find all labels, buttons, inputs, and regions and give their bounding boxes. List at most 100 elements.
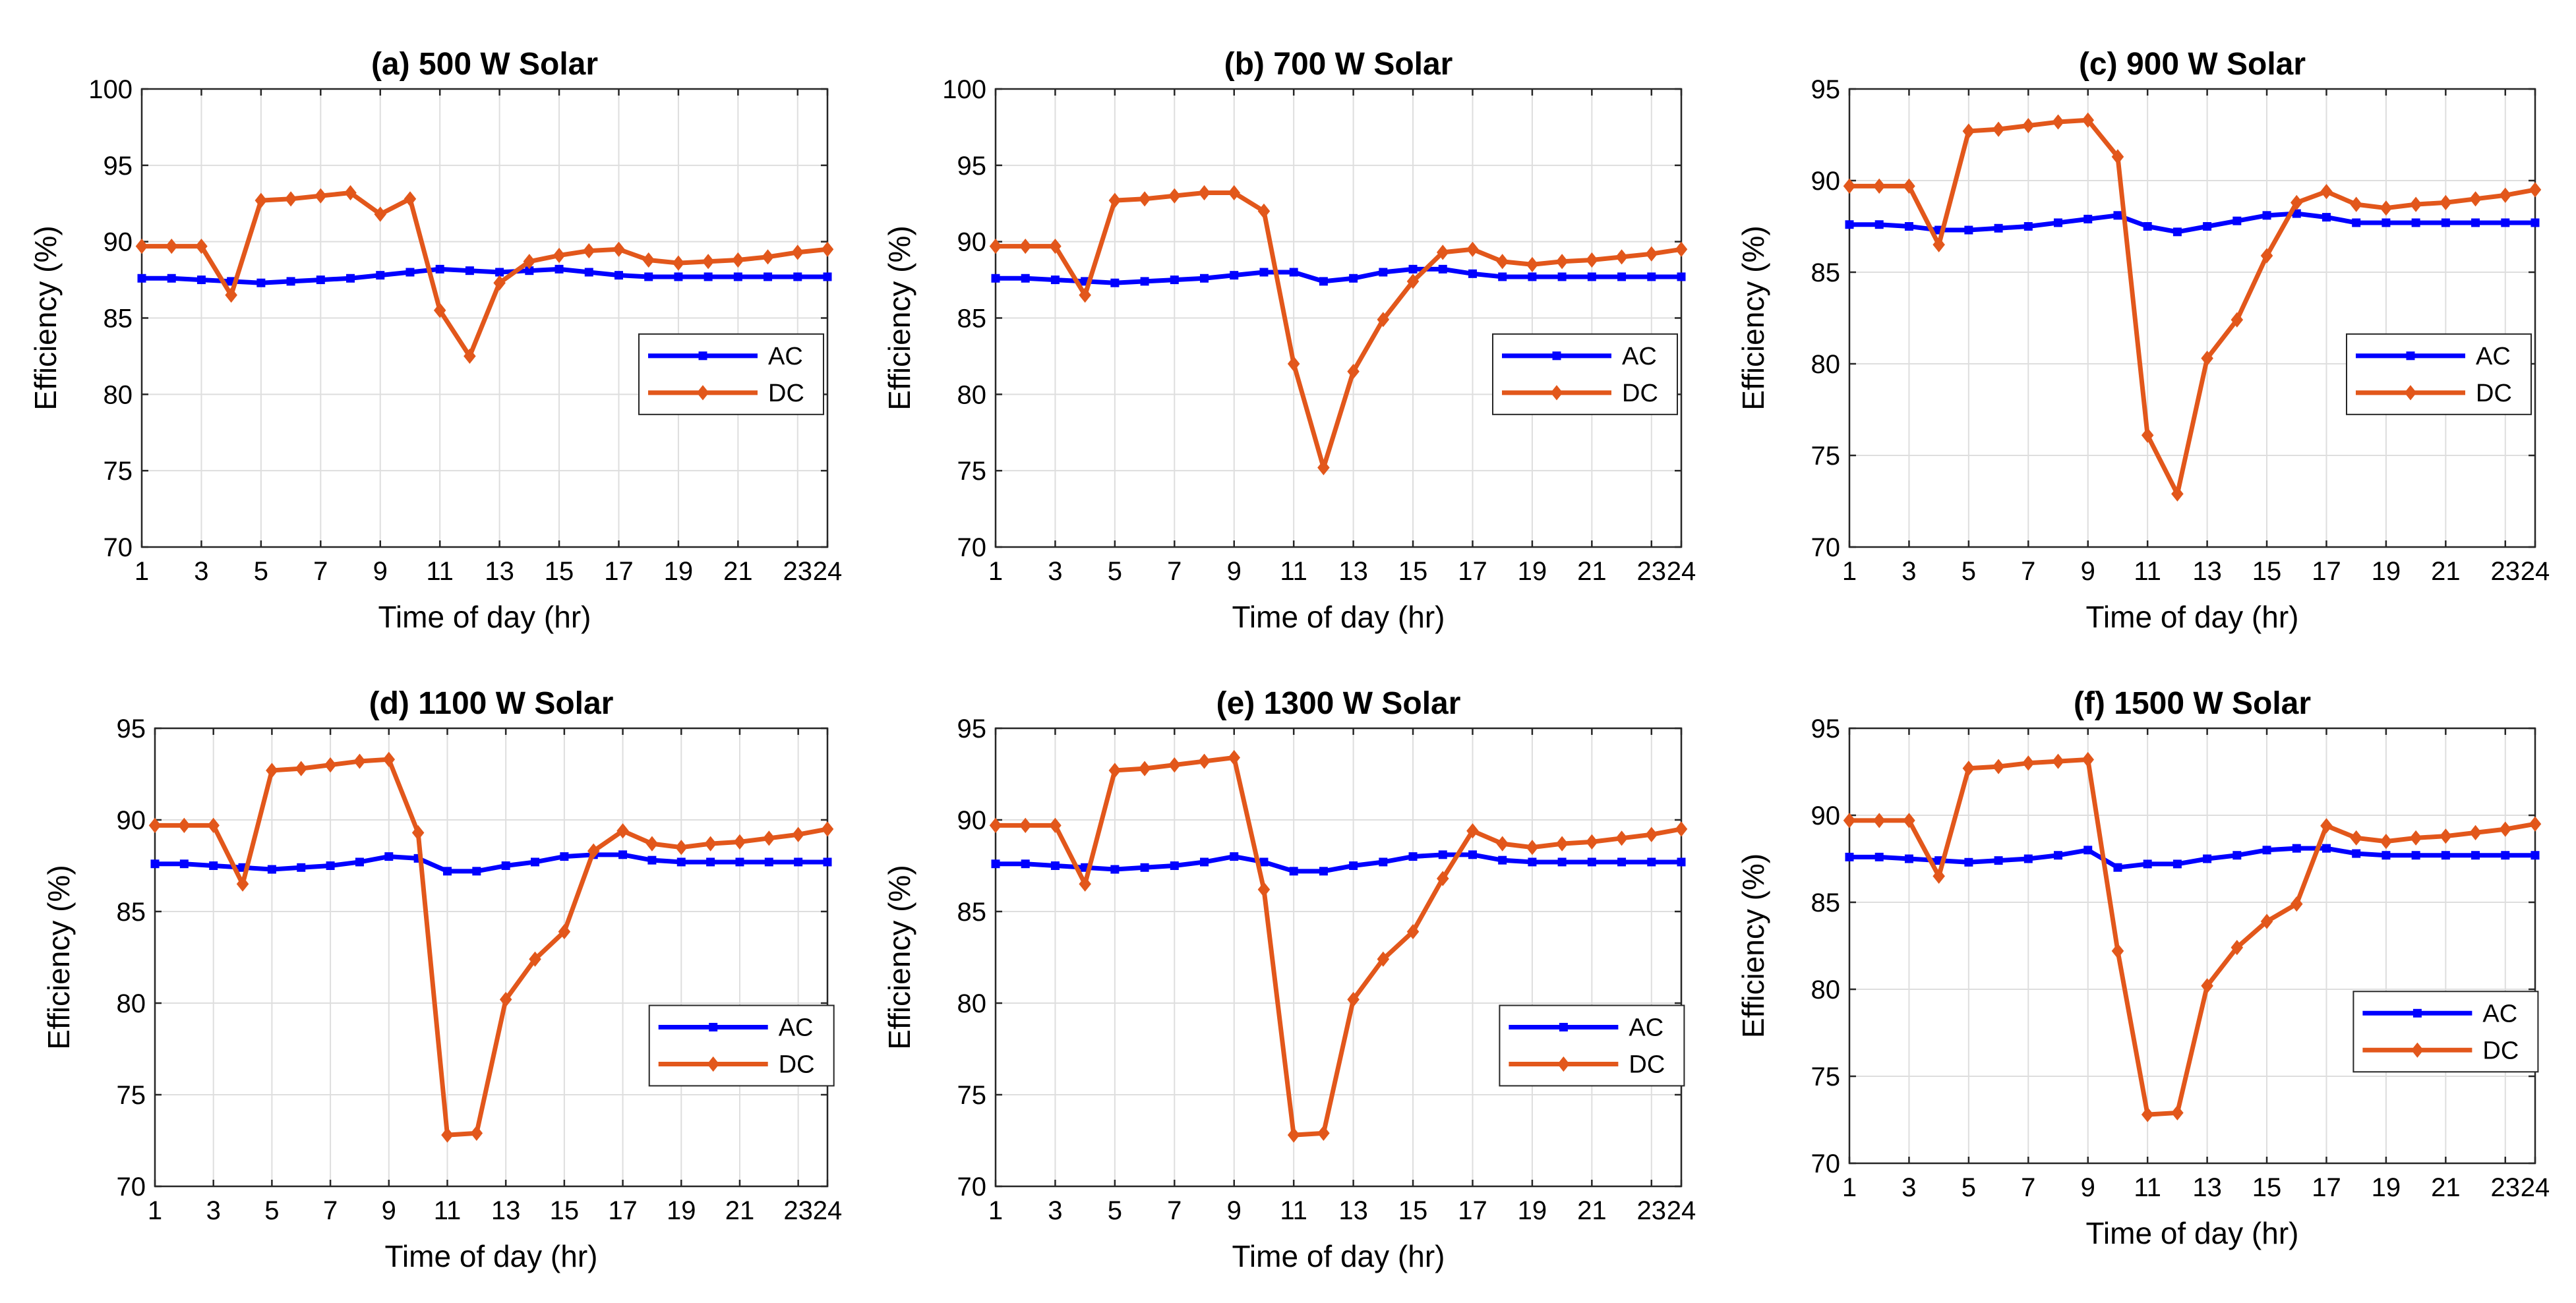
series-dc-point	[165, 239, 178, 254]
series-ac-point	[1110, 278, 1120, 287]
legend-label-dc: DC	[2482, 1037, 2519, 1064]
y-tick-label: 95	[1811, 75, 1841, 104]
series-ac-point	[991, 859, 1000, 869]
series-ac-point	[793, 272, 802, 281]
y-tick-label: 85	[1811, 258, 1841, 287]
series-ac-point	[2232, 216, 2242, 225]
series-dc-point	[1555, 836, 1569, 852]
y-axis-label: Efficiency (%)	[882, 865, 916, 1049]
series-dc-point	[1586, 252, 1598, 268]
series-ac-point	[2054, 218, 2063, 227]
series-ac-point	[644, 272, 653, 281]
series-ac-point	[1557, 857, 1567, 867]
x-tick-label: 24	[2521, 1173, 2550, 1202]
series-ac-point	[1259, 857, 1269, 867]
series-ac-point	[1647, 272, 1656, 281]
legend: AC DC	[2346, 333, 2532, 415]
series-ac-point	[472, 867, 481, 876]
y-tick-label: 85	[957, 898, 987, 927]
series-ac-point	[501, 861, 510, 870]
series-dc-point	[702, 254, 715, 270]
series-ac-point	[150, 859, 160, 869]
x-tick-label: 5	[254, 557, 268, 586]
legend-marker-dc	[696, 385, 709, 401]
series-dc-point	[2350, 196, 2362, 212]
x-tick-label: 7	[1167, 557, 1182, 586]
series-dc-point	[2022, 755, 2035, 771]
legend: AC DC	[1492, 333, 1678, 415]
series-ac	[991, 850, 1686, 876]
series-dc-point	[2290, 896, 2303, 912]
series-ac-point	[1438, 850, 1447, 859]
series-dc-point	[2022, 117, 2035, 134]
series-dc-point	[344, 185, 357, 201]
series-dc-point	[1962, 761, 1975, 776]
series-dc-point	[1436, 871, 1449, 886]
x-tick-label: 9	[1227, 557, 1242, 586]
series-dc-point	[1228, 185, 1241, 201]
legend-marker-ac	[2412, 1008, 2422, 1018]
y-tick-label: 95	[117, 714, 146, 743]
series-dc-point	[645, 836, 659, 852]
x-tick-label: 11	[1280, 1196, 1307, 1225]
series-ac-point	[2054, 851, 2063, 860]
panel-title: (f) 1500 W Solar	[2074, 686, 2311, 721]
x-tick-label: 11	[434, 1196, 462, 1225]
series-dc-point	[762, 249, 774, 265]
series-dc-point	[1992, 121, 2005, 137]
y-tick-label: 70	[104, 533, 133, 562]
series-ac-point	[1050, 275, 1060, 285]
panel-0: 1 3 5 7 9 11 13 15 17 19 21 23 24707580859095100(a) …	[28, 47, 842, 634]
series-ac-point	[735, 857, 744, 867]
x-tick-label: 9	[1227, 1196, 1242, 1225]
series-dc-point	[2380, 200, 2393, 216]
y-tick-label: 85	[1811, 888, 1841, 917]
series-dc-point	[411, 825, 425, 841]
axes-frame	[1848, 88, 2536, 548]
series-ac-point	[676, 857, 686, 867]
x-tick-label: 15	[2252, 557, 2282, 586]
series-ac-point	[1408, 264, 1418, 274]
series-dc-point	[642, 252, 655, 268]
series-ac-point	[1904, 854, 1913, 863]
series-ac-point	[435, 264, 444, 274]
x-tick-label: 5	[264, 1196, 279, 1225]
series-ac-point	[2411, 851, 2420, 860]
series-dc-point	[821, 241, 834, 257]
series-ac-point	[2381, 218, 2391, 227]
series-ac-point	[2172, 859, 2182, 869]
series-ac	[137, 264, 832, 287]
x-tick-label: 1	[988, 1196, 1003, 1225]
x-tick-label: 5	[1108, 557, 1122, 586]
y-tick-label: 80	[1811, 350, 1841, 379]
series-ac-point	[1587, 272, 1596, 281]
legend: AC DC	[1499, 1004, 1685, 1087]
panel-title: (a) 500 W Solar	[371, 47, 598, 82]
x-tick-label: 24	[2521, 557, 2550, 586]
panel-title: (b) 700 W Solar	[1224, 47, 1453, 82]
series-ac-point	[1528, 272, 1537, 281]
series-ac-point	[704, 272, 713, 281]
series-dc-point	[1436, 245, 1449, 260]
series-dc	[989, 185, 1688, 476]
series-ac-point	[1498, 272, 1507, 281]
series-dc-point	[2320, 818, 2333, 834]
x-tick-label: 23	[2491, 1173, 2521, 1202]
series-dc-point	[1347, 991, 1360, 1008]
y-tick-label: 90	[117, 806, 146, 835]
x-tick-label: 7	[1167, 1196, 1182, 1225]
legend-label-ac: AC	[2476, 343, 2511, 370]
series-dc-point	[2141, 1107, 2154, 1122]
x-axis-label: Time of day (hr)	[378, 600, 591, 634]
series-dc-point	[499, 991, 512, 1008]
y-tick-label: 80	[957, 380, 987, 409]
series-dc-point	[2111, 149, 2124, 165]
series-ac-point	[531, 857, 540, 867]
x-tick-label: 17	[604, 557, 634, 586]
y-axis-label: Efficiency (%)	[882, 225, 916, 410]
series-ac-point	[2381, 851, 2391, 860]
series-ac-point	[2083, 846, 2093, 855]
series-ac-point	[1021, 859, 1030, 869]
panel-title: (e) 1300 W Solar	[1216, 686, 1461, 721]
